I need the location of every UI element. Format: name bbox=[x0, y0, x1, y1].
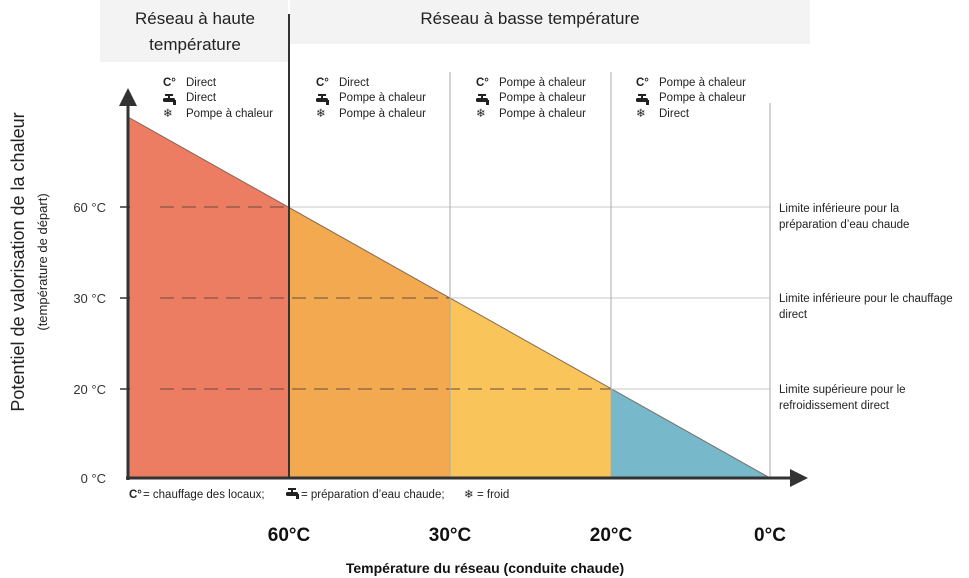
x-tick-60: 60°C bbox=[268, 525, 311, 546]
column-2-cooling: Pompe à chaleur bbox=[339, 108, 426, 120]
column-1-hot-water: Direct bbox=[186, 92, 217, 104]
snowflake-icon: ❄ bbox=[464, 489, 474, 501]
limit-hot-water-line1: Limite inférieure pour la bbox=[779, 203, 900, 215]
column-3-heating: Pompe à chaleur bbox=[499, 77, 586, 89]
column-4-cooling: Direct bbox=[659, 108, 690, 120]
y-axis-subtitle: (température de départ) bbox=[35, 193, 50, 330]
legend-hot-water: = préparation d’eau chaude; bbox=[301, 489, 445, 501]
snowflake-icon: ❄ bbox=[476, 108, 486, 120]
limit-hot-water-line2: préparation d’eau chaude bbox=[779, 219, 909, 231]
y-tick-60: 60 °C bbox=[73, 200, 106, 215]
y-tick-20: 20 °C bbox=[73, 382, 106, 397]
column-3-cooling: Pompe à chaleur bbox=[499, 108, 586, 120]
faucet-icon bbox=[316, 94, 329, 105]
legend: C° = chauffage des locaux; = préparation… bbox=[129, 488, 509, 501]
column-1-heating: Direct bbox=[186, 77, 217, 89]
column-2-hot-water: Pompe à chaleur bbox=[339, 92, 426, 104]
faucet-icon bbox=[286, 488, 299, 499]
x-tick-30: 30°C bbox=[429, 525, 472, 546]
limit-heating-line1: Limite inférieure pour le chauffage bbox=[779, 293, 953, 305]
header-low: Réseau à basse température bbox=[420, 9, 639, 28]
column-4-heating: Pompe à chaleur bbox=[659, 77, 746, 89]
heating-icon: C° bbox=[316, 77, 329, 89]
header-background-high bbox=[100, 0, 288, 62]
snowflake-icon: ❄ bbox=[316, 108, 326, 120]
y-tick-0: 0 °C bbox=[81, 471, 106, 486]
heating-icon: C° bbox=[129, 489, 142, 501]
x-tick-20: 20°C bbox=[590, 525, 633, 546]
heating-icon: C° bbox=[163, 77, 176, 89]
column-1-cooling: Pompe à chaleur bbox=[186, 108, 273, 120]
column-2-heating: Direct bbox=[339, 77, 370, 89]
column-1-labels: C° Direct Direct ❄ Pompe à chaleur bbox=[163, 77, 273, 120]
column-3-hot-water: Pompe à chaleur bbox=[499, 92, 586, 104]
y-tick-30: 30 °C bbox=[73, 291, 106, 306]
faucet-icon bbox=[163, 94, 176, 105]
column-2-labels: C° Direct Pompe à chaleur ❄ Pompe à chal… bbox=[316, 77, 426, 120]
header-background-low bbox=[290, 0, 810, 44]
limit-heating-line2: direct bbox=[779, 309, 808, 321]
header-high-line2: température bbox=[149, 35, 241, 54]
limit-cooling-line2: refroidissement direct bbox=[779, 400, 890, 412]
heating-icon: C° bbox=[636, 77, 649, 89]
legend-cooling: = froid bbox=[477, 489, 509, 501]
zone-low-temp-1 bbox=[289, 207, 450, 478]
snowflake-icon: ❄ bbox=[163, 108, 173, 120]
header-high-line1: Réseau à haute bbox=[135, 9, 255, 28]
x-tick-0: 0°C bbox=[754, 525, 786, 546]
x-axis-arrow bbox=[790, 469, 808, 487]
snowflake-icon: ❄ bbox=[636, 108, 646, 120]
y-axis-arrow bbox=[119, 88, 137, 106]
x-axis-title: Température du réseau (conduite chaude) bbox=[346, 560, 624, 576]
faucet-icon bbox=[636, 94, 649, 105]
heating-icon: C° bbox=[476, 77, 489, 89]
limit-cooling-line1: Limite supérieure pour le bbox=[779, 384, 906, 396]
legend-heating: = chauffage des locaux; bbox=[143, 489, 265, 501]
zone-low-temp-2 bbox=[450, 298, 611, 478]
faucet-icon bbox=[476, 94, 489, 105]
column-4-hot-water: Pompe à chaleur bbox=[659, 92, 746, 104]
y-axis-title: Potentiel de valorisation de la chaleur bbox=[8, 112, 28, 411]
column-3-labels: C° Pompe à chaleur Pompe à chaleur ❄ Pom… bbox=[476, 77, 586, 120]
column-4-labels: C° Pompe à chaleur Pompe à chaleur ❄ Dir… bbox=[636, 77, 746, 120]
